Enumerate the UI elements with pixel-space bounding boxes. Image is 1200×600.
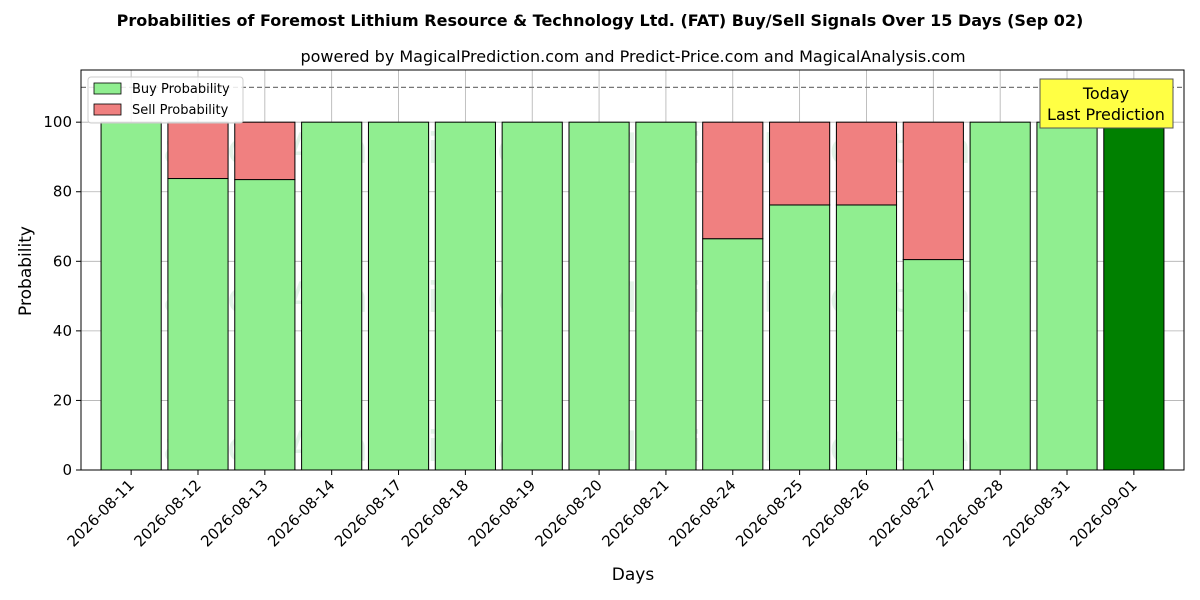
buy-bar xyxy=(501,121,563,471)
y-tick-label: 60 xyxy=(53,252,72,270)
buy-bar xyxy=(635,121,697,471)
y-tick-label: 80 xyxy=(53,183,72,201)
sell-bar xyxy=(902,121,964,261)
chart-title: Probabilities of Foremost Lithium Resour… xyxy=(117,11,1084,30)
buy-bar xyxy=(1103,121,1165,471)
buy-bar xyxy=(902,259,964,471)
legend-swatch-buy xyxy=(93,82,122,95)
plot-frame xyxy=(80,69,1185,471)
x-axis-label: Days xyxy=(612,565,655,585)
buy-bar xyxy=(234,179,296,471)
buy-bar xyxy=(167,178,229,471)
buy-bar xyxy=(568,121,630,471)
sell-bar xyxy=(769,121,831,206)
buy-bar xyxy=(969,121,1031,471)
buy-bar xyxy=(1036,121,1098,471)
legend: Buy Probability Sell Probability xyxy=(87,76,244,124)
legend-box xyxy=(87,76,244,124)
sell-bar xyxy=(234,121,296,181)
y-tick-label: 40 xyxy=(53,322,72,340)
today-annotation: Today Last Prediction xyxy=(1039,78,1174,129)
y-tick-label: 20 xyxy=(53,391,72,409)
y-tick-label: 0 xyxy=(62,461,72,479)
legend-label-buy: Buy Probability xyxy=(132,82,230,97)
y-axis: 0 20 40 60 80 100 xyxy=(43,113,81,479)
buy-bar xyxy=(100,121,162,471)
today-label: Today xyxy=(1082,84,1129,103)
legend-label-sell: Sell Probability xyxy=(132,103,229,118)
sell-bar xyxy=(835,121,898,206)
buy-bar xyxy=(835,204,898,471)
today-annotation-box xyxy=(1039,78,1174,129)
last-prediction-label: Last Prediction xyxy=(1047,105,1165,124)
sell-bar xyxy=(702,121,764,240)
y-tick-label: 100 xyxy=(43,113,72,131)
buy-bar xyxy=(367,121,430,471)
buy-bar xyxy=(301,121,363,471)
legend-swatch-sell xyxy=(93,103,122,116)
y-axis-label: Probability xyxy=(16,226,36,316)
chart-subtitle: powered by MagicalPrediction.com and Pre… xyxy=(300,47,965,66)
buy-bar xyxy=(434,121,496,471)
sell-bar xyxy=(167,121,229,180)
buy-bar xyxy=(702,238,764,471)
buy-bar xyxy=(769,204,831,471)
